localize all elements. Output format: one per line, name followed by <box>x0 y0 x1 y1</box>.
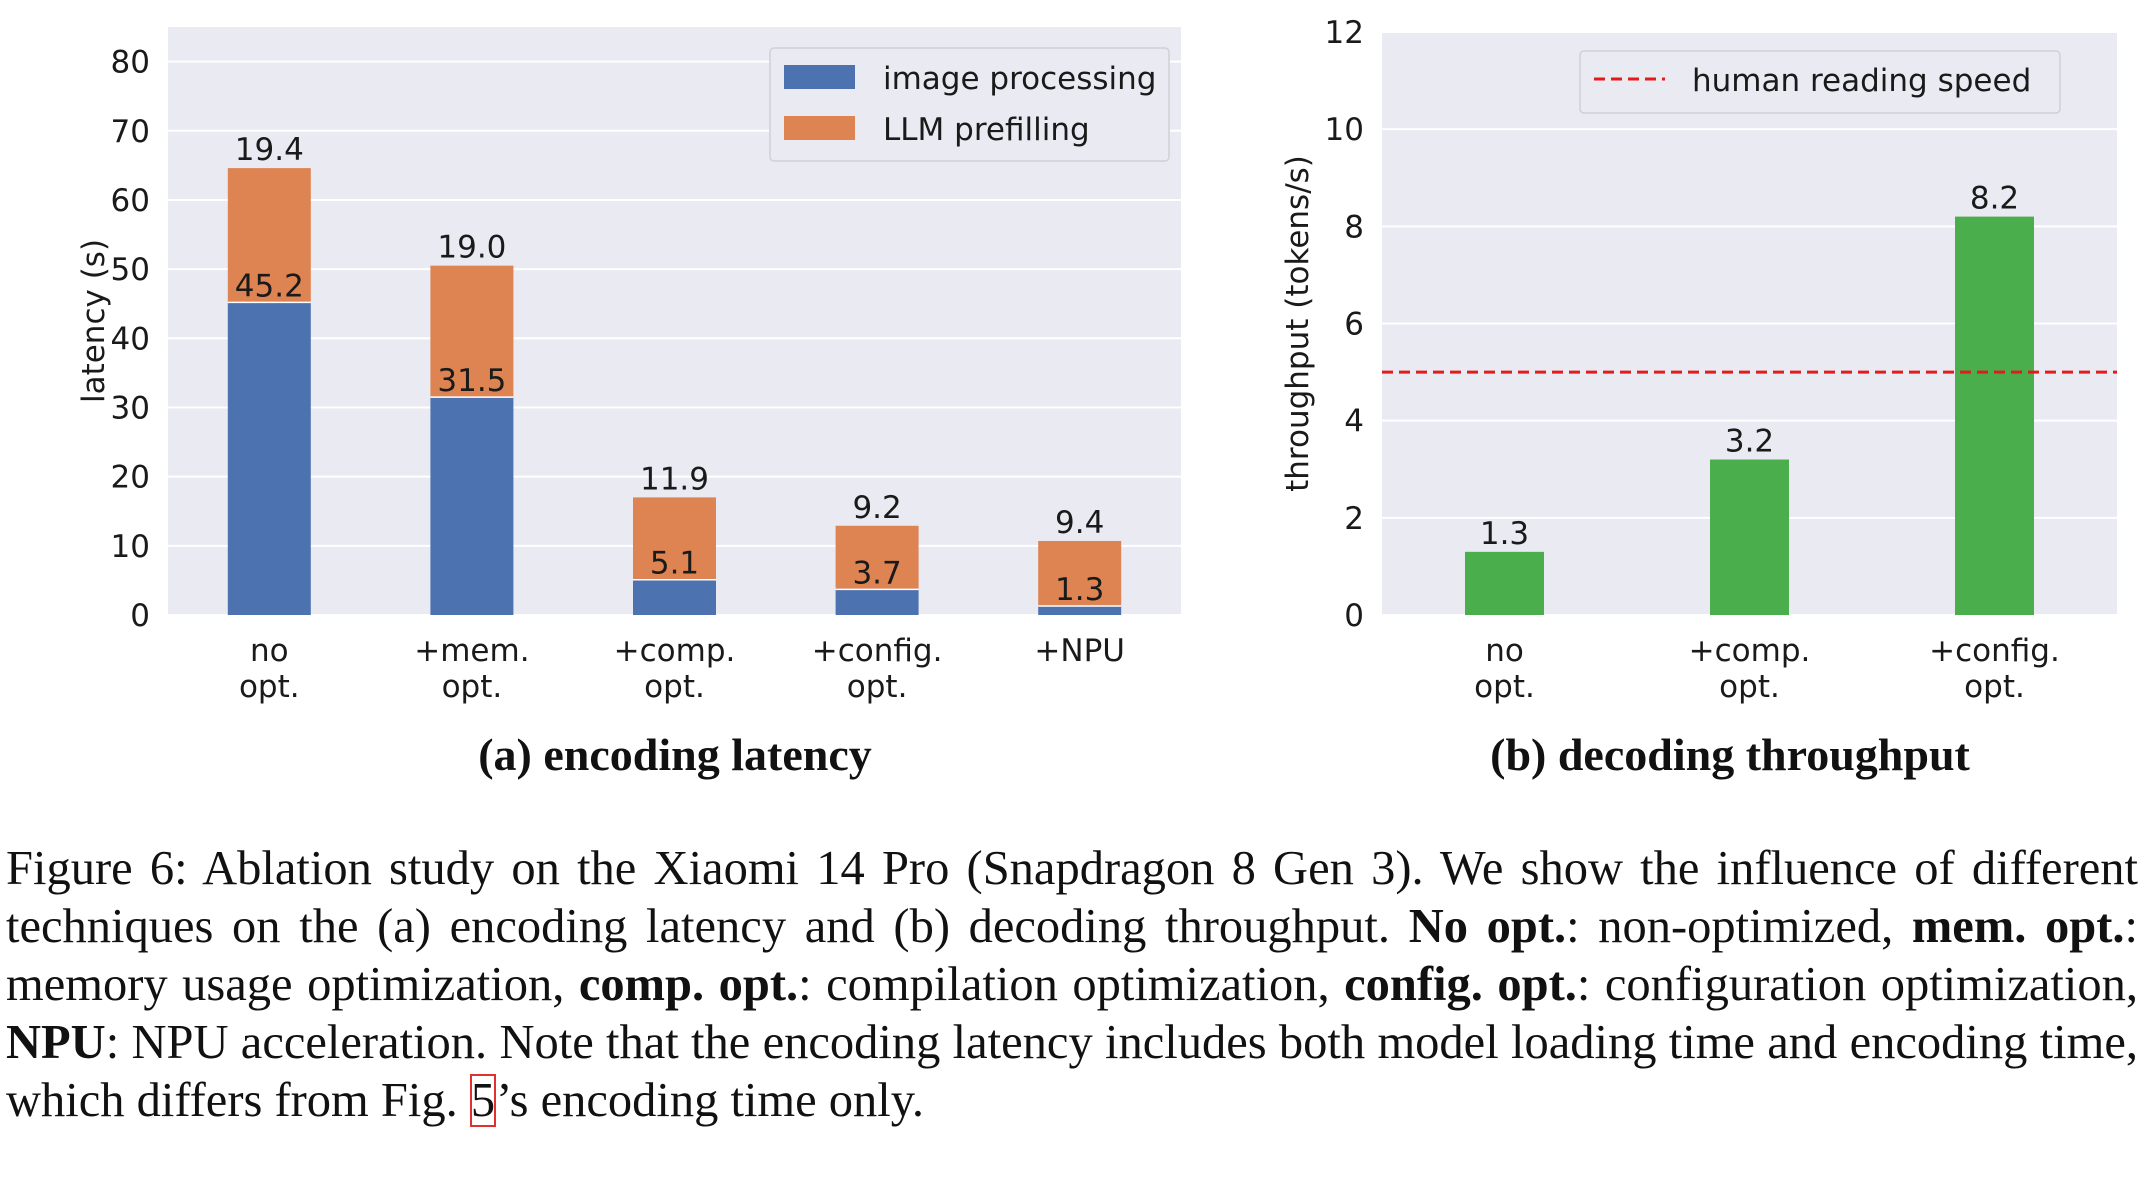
figure-reference-link[interactable]: 5 <box>469 1074 497 1127</box>
x-tick-label: no <box>1485 633 1524 669</box>
legend-label-image-processing: image processing <box>883 61 1156 97</box>
bar-throughput <box>1710 459 1789 615</box>
bar-image-processing <box>227 302 311 615</box>
y-tick-label: 60 <box>111 183 150 219</box>
bar-throughput <box>1465 551 1544 615</box>
y-axis-label: throughput (tokens/s) <box>1280 155 1316 492</box>
legend-box <box>1579 50 2061 114</box>
x-tick-label: +comp. <box>614 633 736 669</box>
data-label-llm-prefilling: 11.9 <box>640 461 709 497</box>
legend-swatch-llm-prefilling <box>784 116 855 140</box>
legend-label-llm-prefilling: LLM prefilling <box>883 112 1090 148</box>
data-label-image-processing: 5.1 <box>650 546 699 582</box>
caption-term-comp-opt: comp. opt. <box>578 958 799 1011</box>
y-tick-label: 12 <box>1325 15 1364 51</box>
caption-term-no-opt: No opt. <box>1408 900 1567 953</box>
y-tick-label: 40 <box>111 321 150 357</box>
bar-llm-prefilling <box>633 497 716 580</box>
y-tick-label: 30 <box>111 390 150 426</box>
x-tick-label: +config. <box>1929 633 2060 669</box>
data-label-throughput: 8.2 <box>1970 181 2019 217</box>
x-tick-label: no <box>250 633 289 669</box>
y-tick-label: 50 <box>111 252 150 288</box>
legend-box <box>769 47 1170 162</box>
y-tick-label: 6 <box>1344 307 1364 343</box>
caption-text: : non-optimized, <box>1566 900 1912 953</box>
caption-term-npu: NPU <box>6 1016 106 1069</box>
subcaption-b: (b) decoding throughput <box>1490 729 1970 780</box>
y-tick-label: 8 <box>1344 209 1364 245</box>
bar-llm-prefilling <box>430 265 514 398</box>
caption-intro: Figure 6: Ablation study on the Xiaomi 1… <box>6 842 2138 953</box>
y-tick-label: 80 <box>111 45 150 81</box>
y-tick-label: 10 <box>111 529 150 565</box>
y-tick-label: 10 <box>1325 112 1364 148</box>
caption-term-config-opt: config. opt. <box>1344 958 1577 1011</box>
bar-image-processing <box>430 397 514 615</box>
caption-text: : NPU acceleration. Note that the encodi… <box>6 1016 2138 1127</box>
bar-llm-prefilling <box>835 525 919 590</box>
legend-label-human-reading-speed: human reading speed <box>1692 63 2031 99</box>
subcaption-a: (a) encoding latency <box>478 729 872 780</box>
legend-swatch-image-processing <box>784 65 855 89</box>
x-tick-label: opt. <box>239 669 300 705</box>
x-tick-label: opt. <box>1719 669 1780 705</box>
x-tick-label: opt. <box>847 669 908 705</box>
y-axis-label: latency (s) <box>76 239 112 403</box>
data-label-llm-prefilling: 19.4 <box>235 132 304 168</box>
caption-term-mem-opt: mem. opt. <box>1911 900 2125 953</box>
y-tick-label: 0 <box>1344 598 1364 634</box>
x-tick-label: +comp. <box>1689 633 1811 669</box>
bar-image-processing <box>1038 606 1122 615</box>
caption-tail: ’s encoding time only. <box>496 1074 924 1127</box>
data-label-image-processing: 3.7 <box>852 555 901 591</box>
data-label-llm-prefilling: 19.0 <box>437 230 506 266</box>
data-label-throughput: 3.2 <box>1725 424 1774 460</box>
figure-caption: Figure 6: Ablation study on the Xiaomi 1… <box>6 840 2138 1130</box>
y-tick-label: 4 <box>1344 404 1364 440</box>
data-label-llm-prefilling: 9.4 <box>1055 505 1104 541</box>
bar-image-processing <box>835 589 919 615</box>
data-label-image-processing: 1.3 <box>1055 572 1104 608</box>
x-tick-label: +NPU <box>1034 633 1125 669</box>
data-label-image-processing: 45.2 <box>235 268 304 304</box>
x-tick-label: opt. <box>442 669 503 705</box>
caption-text: : memory usage optimization, <box>6 900 2138 1011</box>
bar-image-processing <box>633 579 716 615</box>
y-tick-label: 70 <box>111 114 150 150</box>
x-tick-label: opt. <box>644 669 705 705</box>
y-tick-label: 2 <box>1344 501 1364 537</box>
bar-throughput <box>1955 216 2034 615</box>
data-label-throughput: 1.3 <box>1480 516 1529 552</box>
caption-text: : configuration optimization, <box>1576 958 2138 1011</box>
bar-llm-prefilling <box>227 168 311 303</box>
x-tick-label: +mem. <box>414 633 529 669</box>
caption-text: : compilation optimization, <box>798 958 1345 1011</box>
data-label-llm-prefilling: 9.2 <box>852 490 901 526</box>
x-tick-label: +config. <box>812 633 943 669</box>
y-tick-label: 0 <box>130 598 150 634</box>
x-tick-label: opt. <box>1964 669 2025 705</box>
bar-llm-prefilling <box>1038 540 1122 607</box>
data-label-image-processing: 31.5 <box>437 363 506 399</box>
y-tick-label: 20 <box>111 460 150 496</box>
x-tick-label: opt. <box>1474 669 1535 705</box>
